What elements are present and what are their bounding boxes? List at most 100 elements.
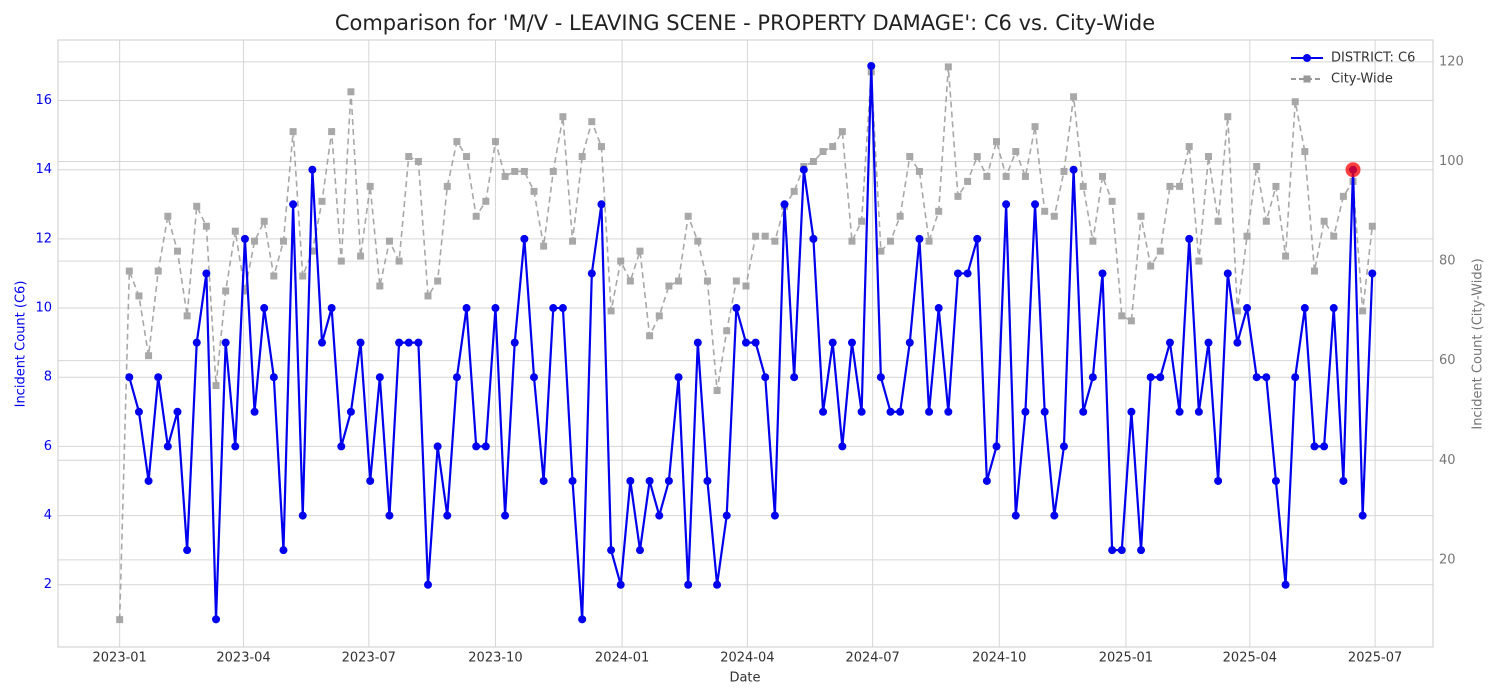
point	[279, 546, 288, 555]
point	[145, 352, 153, 360]
point	[636, 247, 644, 255]
point	[452, 373, 461, 382]
point	[646, 332, 654, 340]
point	[163, 442, 172, 451]
point	[1339, 476, 1348, 485]
point	[1291, 98, 1299, 106]
point	[867, 61, 876, 70]
x-tick-label: 2023-01	[93, 651, 147, 666]
point	[1243, 304, 1252, 313]
point	[607, 307, 615, 315]
point	[771, 237, 779, 245]
point	[414, 338, 423, 347]
y-tick-label: 12	[35, 231, 52, 246]
point	[328, 128, 336, 136]
point	[1166, 182, 1174, 190]
point	[222, 287, 230, 295]
point	[549, 304, 558, 313]
point	[616, 580, 625, 589]
legend-marker	[1303, 54, 1311, 62]
series-group	[125, 61, 1377, 624]
point	[1156, 373, 1165, 382]
point	[1252, 373, 1261, 382]
point	[1002, 172, 1010, 180]
point	[626, 277, 634, 285]
point	[1339, 192, 1347, 200]
point	[626, 476, 635, 485]
point	[463, 153, 471, 161]
point	[385, 511, 394, 520]
point	[1079, 407, 1088, 416]
point	[973, 153, 981, 161]
point	[472, 442, 481, 451]
point	[1050, 511, 1059, 520]
point	[1310, 442, 1319, 451]
point	[944, 407, 953, 416]
point	[231, 227, 239, 235]
point	[858, 217, 866, 225]
point	[1195, 257, 1203, 265]
point	[501, 172, 509, 180]
point	[982, 476, 991, 485]
point	[1224, 113, 1232, 121]
point	[809, 234, 818, 243]
point	[289, 200, 298, 209]
point	[655, 511, 664, 520]
point	[1300, 304, 1309, 313]
point	[1291, 373, 1300, 382]
point	[1165, 338, 1174, 347]
legend-marker	[1303, 75, 1311, 83]
point	[847, 338, 856, 347]
point	[1185, 143, 1193, 151]
point	[1368, 269, 1377, 278]
point	[1262, 217, 1270, 225]
y2-tick-label: 60	[1439, 353, 1456, 368]
chart-title: Comparison for 'M/V - LEAVING SCENE - PR…	[335, 11, 1155, 35]
point	[318, 338, 327, 347]
point	[1253, 162, 1261, 170]
point	[356, 338, 365, 347]
point	[635, 546, 644, 555]
point	[587, 269, 596, 278]
point	[578, 153, 586, 161]
point	[935, 207, 943, 215]
point	[251, 237, 259, 245]
point	[1031, 123, 1039, 131]
point	[877, 247, 885, 255]
x-tick-label: 2025-04	[1223, 651, 1277, 666]
point	[819, 407, 828, 416]
x-tick-label: 2025-01	[1099, 651, 1153, 666]
point	[665, 282, 673, 290]
point	[1011, 511, 1020, 520]
point	[1223, 269, 1232, 278]
point	[270, 272, 278, 280]
point	[568, 476, 577, 485]
point	[1118, 312, 1126, 320]
point	[318, 197, 326, 205]
y2-tick-label: 80	[1439, 254, 1456, 269]
point	[1127, 407, 1136, 416]
point	[125, 373, 134, 382]
point	[212, 382, 220, 390]
point	[732, 277, 740, 285]
point	[520, 234, 529, 243]
point	[134, 407, 143, 416]
y-tick-label: 14	[35, 162, 52, 177]
point	[799, 165, 808, 174]
point	[299, 272, 307, 280]
point	[838, 128, 846, 136]
point	[819, 148, 827, 156]
y-tick-label: 8	[44, 370, 52, 385]
point	[241, 287, 249, 295]
point	[260, 217, 268, 225]
point	[973, 234, 982, 243]
point	[790, 187, 798, 195]
point	[1137, 546, 1146, 555]
point	[510, 338, 519, 347]
point	[337, 442, 346, 451]
point	[1329, 304, 1338, 313]
point	[741, 338, 750, 347]
point	[944, 63, 952, 71]
point	[1060, 167, 1068, 175]
point	[780, 200, 789, 209]
